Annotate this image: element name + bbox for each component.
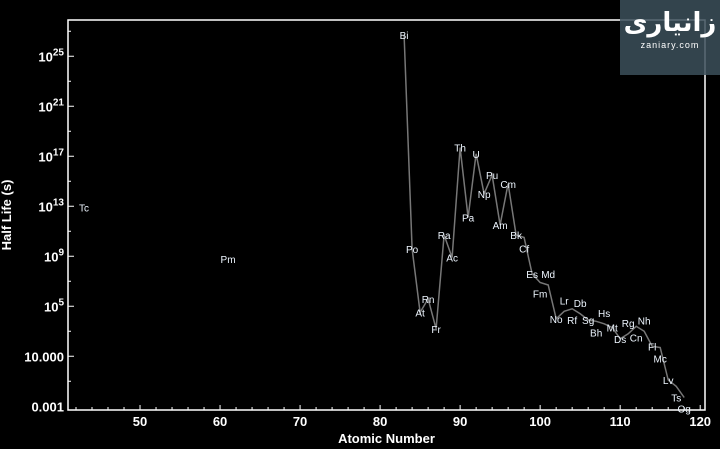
element-label-fr: Fr bbox=[431, 325, 441, 336]
y-tick-label: 1021 bbox=[38, 97, 64, 114]
element-label-db: Db bbox=[574, 299, 587, 310]
element-label-at: At bbox=[415, 309, 425, 320]
half-life-series-line bbox=[403, 34, 685, 398]
y-tick-label: 109 bbox=[44, 247, 64, 264]
element-label-bh: Bh bbox=[590, 328, 602, 339]
element-label-ds: Ds bbox=[614, 335, 626, 346]
element-label-sg: Sg bbox=[582, 316, 594, 327]
element-label-nh: Nh bbox=[638, 316, 651, 327]
element-label-mc: Mc bbox=[654, 355, 667, 366]
element-label-pa: Pa bbox=[462, 214, 475, 225]
element-label-u: U bbox=[473, 150, 480, 161]
x-tick-label: 110 bbox=[610, 414, 631, 429]
watermark-site: zaniary.com bbox=[640, 40, 700, 50]
watermark-logo-text: زانیاری bbox=[623, 8, 717, 38]
element-label-tc: Tc bbox=[79, 204, 89, 215]
x-tick-label: 100 bbox=[529, 414, 551, 429]
x-tick-label: 50 bbox=[133, 414, 147, 429]
element-label-ts: Ts bbox=[671, 393, 681, 404]
element-label-rg: Rg bbox=[622, 319, 635, 330]
element-label-es: Es bbox=[526, 270, 538, 281]
x-tick-label: 90 bbox=[453, 414, 467, 429]
y-tick-label: 1017 bbox=[38, 147, 64, 164]
element-label-ra: Ra bbox=[438, 231, 451, 242]
element-label-fm: Fm bbox=[533, 290, 547, 301]
element-label-ac: Ac bbox=[446, 254, 458, 265]
x-tick-label: 80 bbox=[373, 414, 387, 429]
y-tick-label: 0.001 bbox=[31, 399, 64, 414]
x-tick-label: 60 bbox=[213, 414, 227, 429]
element-label-og: Og bbox=[678, 405, 691, 416]
element-label-rf: Rf bbox=[567, 316, 577, 327]
element-label-th: Th bbox=[454, 144, 466, 155]
x-tick-label: 120 bbox=[689, 414, 711, 429]
x-axis-title: Atomic Number bbox=[338, 431, 435, 446]
element-label-cn: Cn bbox=[630, 333, 643, 344]
element-label-hs: Hs bbox=[598, 309, 610, 320]
element-label-cm: Cm bbox=[500, 180, 516, 191]
element-label-bi: Bi bbox=[400, 31, 409, 42]
element-label-fl: Fl bbox=[648, 342, 656, 353]
y-tick-label: 105 bbox=[44, 297, 64, 314]
plot-frame bbox=[67, 19, 706, 411]
watermark-logo: زانیاری zaniary.com bbox=[620, 0, 720, 75]
element-label-no: No bbox=[550, 315, 563, 326]
y-tick-label: 1025 bbox=[38, 47, 64, 64]
element-label-po: Po bbox=[406, 245, 419, 256]
x-tick-label: 70 bbox=[293, 414, 307, 429]
element-label-bk: Bk bbox=[510, 231, 523, 242]
element-label-am: Am bbox=[493, 221, 508, 232]
element-label-rn: Rn bbox=[422, 295, 435, 306]
element-label-pu: Pu bbox=[486, 171, 498, 182]
element-label-mt: Mt bbox=[607, 324, 618, 335]
y-tick-label: 1013 bbox=[38, 197, 64, 214]
element-label-md: Md bbox=[541, 270, 555, 281]
element-label-lr: Lr bbox=[560, 296, 570, 307]
element-label-pm: Pm bbox=[221, 255, 236, 266]
element-label-lv: Lv bbox=[663, 376, 674, 387]
y-tick-label: 10.000 bbox=[24, 349, 64, 364]
element-label-cf: Cf bbox=[519, 245, 529, 256]
element-label-np: Np bbox=[478, 190, 491, 201]
y-axis-title: Half Life (s) bbox=[0, 180, 14, 251]
